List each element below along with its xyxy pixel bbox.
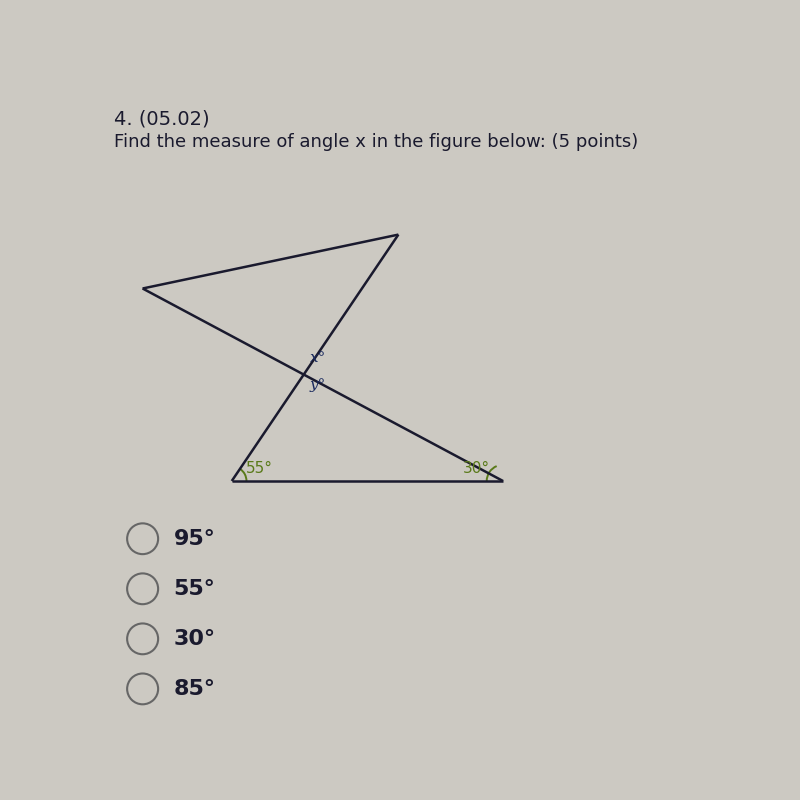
Text: x°: x° (310, 351, 326, 366)
Text: Find the measure of angle x in the figure below: (5 points): Find the measure of angle x in the figur… (114, 133, 638, 151)
Text: 30°: 30° (462, 461, 490, 476)
Text: 30°: 30° (174, 629, 216, 649)
Text: 4. (05.02): 4. (05.02) (114, 110, 210, 129)
Text: 85°: 85° (174, 679, 216, 699)
Text: 55°: 55° (246, 461, 273, 476)
Text: 95°: 95° (174, 529, 215, 549)
Text: 55°: 55° (174, 579, 215, 598)
Text: y°: y° (310, 378, 326, 393)
